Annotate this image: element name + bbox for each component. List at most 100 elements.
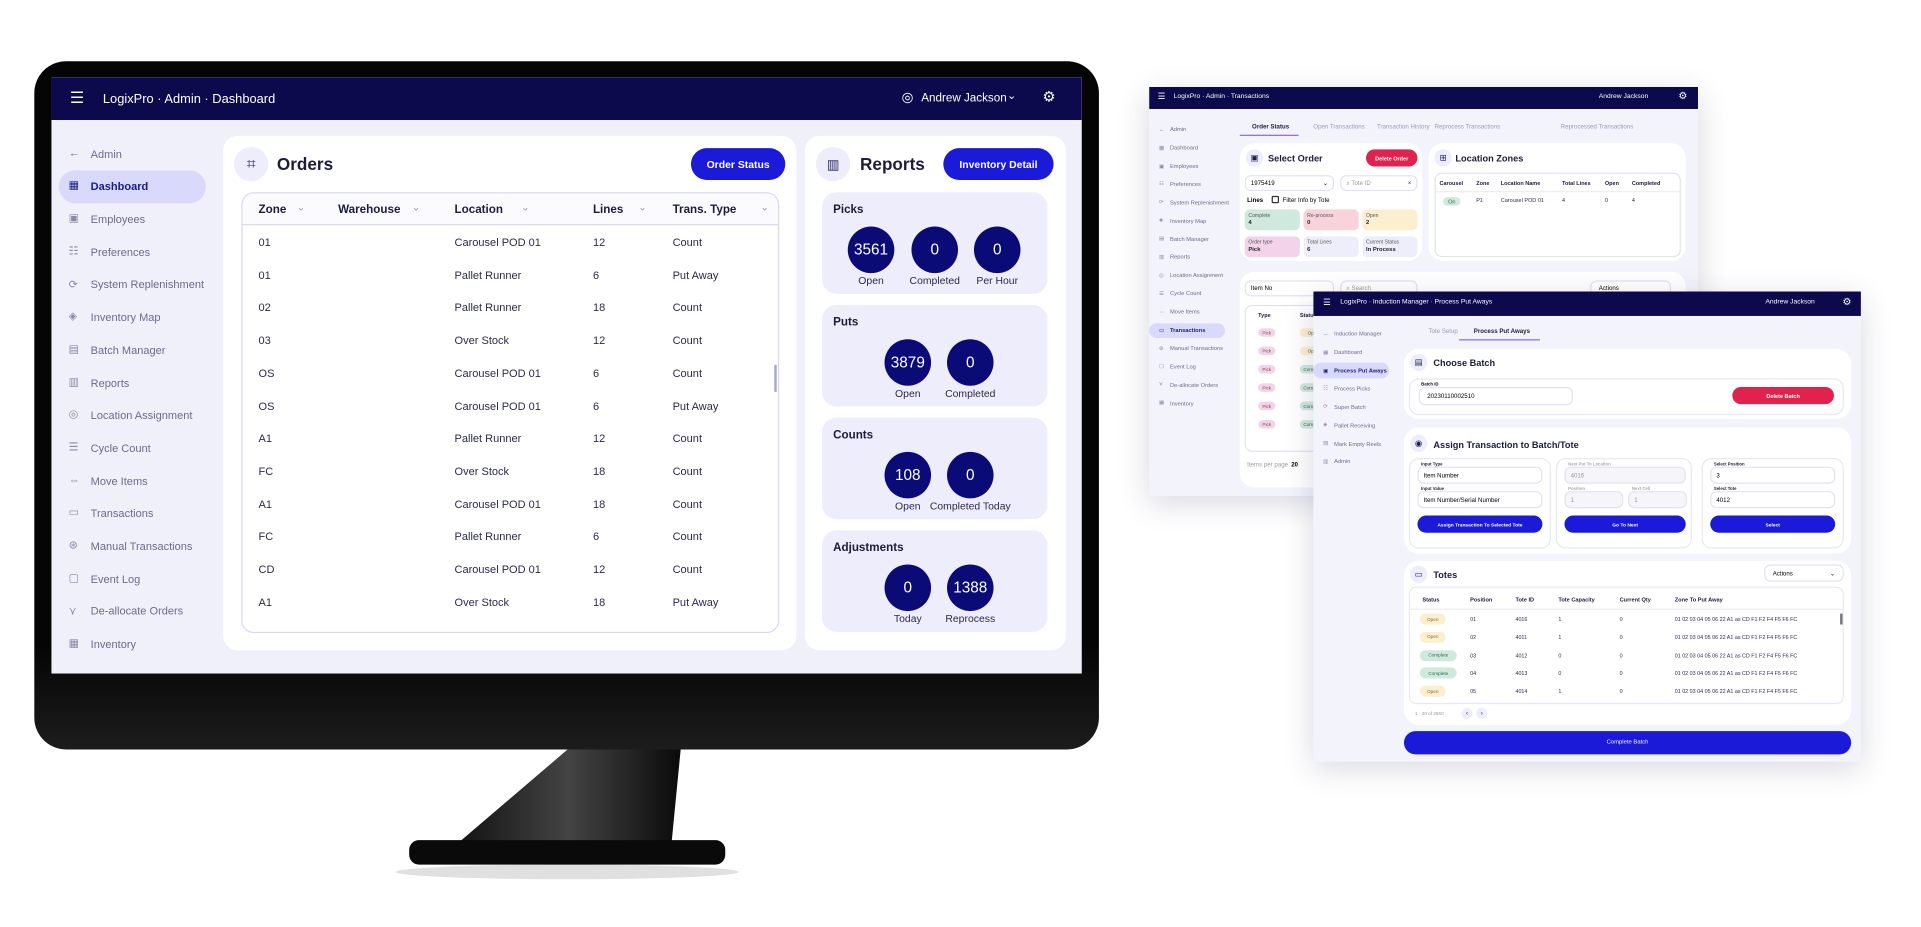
stat-circle[interactable]: 0 (911, 226, 959, 274)
table-row[interactable]: FC Over Stock 18 Count (243, 454, 770, 487)
table-row[interactable]: A1 Carousel POD 01 18 Count (243, 487, 770, 520)
sidebar-item-reports[interactable]: Reports (90, 376, 130, 389)
sidebar-item-employees[interactable]: Employees (1169, 162, 1199, 169)
scrollbar[interactable] (774, 364, 777, 392)
sidebar-item-super-batch[interactable]: Super Batch (1334, 403, 1366, 410)
batch-id-input[interactable]: 20230110002510 (1418, 386, 1574, 406)
column-header[interactable]: Location (454, 203, 504, 217)
table-row[interactable]: A1 Pallet Runner 12 Count (243, 421, 770, 454)
inventory-detail-button[interactable]: Inventory Detail (943, 148, 1054, 181)
sidebar-item-cycle-count[interactable]: Cycle Count (90, 441, 151, 455)
table-row[interactable]: A1 Over Stock 18 Put Away (243, 585, 770, 618)
sidebar-item-preferences[interactable]: Preferences (90, 245, 151, 259)
sidebar-item-event-log[interactable]: Event Log (90, 572, 141, 585)
table-row[interactable]: 03 Over Stock 12 Count (243, 323, 770, 356)
sidebar-item-event-log[interactable]: Event Log (1169, 363, 1196, 370)
sidebar-item-batch-manager[interactable]: Batch Manager (90, 343, 166, 357)
items-per-page-select[interactable]: 20 (1291, 461, 1299, 470)
sidebar-item-dashboard[interactable]: Dashboard (1169, 144, 1199, 151)
column-header[interactable]: Total Lines (1562, 180, 1591, 187)
sidebar-item-process-picks[interactable]: Process Picks (1334, 385, 1371, 392)
tote-id-input[interactable]: ⌕ Tote ID × (1340, 175, 1418, 192)
sidebar-item-mark-empty-reels[interactable]: Mark Empty Reels (1334, 440, 1382, 447)
table-row[interactable]: FC Pallet Runner 6 Count (243, 520, 770, 553)
column-header[interactable]: Status (1299, 312, 1317, 319)
order-select[interactable]: 1975419 ⌄ (1244, 175, 1335, 192)
user-name[interactable]: Andrew Jackson (1765, 298, 1815, 307)
sidebar-item-admin[interactable]: Admin (1334, 458, 1351, 465)
table-row[interactable]: 01 Pallet Runner 6 Put Away (243, 258, 770, 291)
tab-reprocessed-transactions[interactable]: Reprocessed Transactions (1560, 123, 1634, 132)
column-header[interactable]: Current Qty (1619, 596, 1651, 603)
stat-circle[interactable]: 0 (884, 564, 932, 612)
gear-icon[interactable]: ⚙ (1678, 90, 1688, 102)
sidebar-item-system-replenishment[interactable]: System Replenishment (1169, 199, 1230, 206)
table-row[interactable]: CD Carousel POD 01 12 Count (243, 552, 770, 585)
tab-process-put-aways[interactable]: Process Put Aways (1473, 328, 1530, 336)
tab-open-transactions[interactable]: Open Transactions (1313, 123, 1365, 132)
chevron-down-icon[interactable]: ⌄ (296, 202, 305, 214)
sidebar-item-process-put-aways[interactable]: Process Put Aways (1334, 367, 1387, 374)
tab-transaction-history[interactable]: Transaction History (1377, 123, 1430, 132)
prev-page-icon[interactable]: ‹ (1461, 707, 1473, 719)
select-button[interactable]: Select (1710, 515, 1836, 533)
column-header[interactable]: Zone (258, 203, 287, 217)
item-filter-select[interactable]: Item No (1244, 280, 1335, 297)
sidebar-item-location-assignment[interactable]: Location Assignment (90, 409, 193, 422)
stat-circle[interactable]: 0 (973, 226, 1021, 274)
tab-order-status[interactable]: Order Status (1252, 123, 1290, 132)
menu-icon[interactable]: ☰ (1157, 93, 1166, 102)
gear-icon[interactable]: ⚙ (1042, 88, 1056, 106)
chevron-down-icon[interactable]: ⌄ (760, 202, 769, 214)
sidebar-item-move-items[interactable]: Move Items (90, 474, 148, 487)
chevron-down-icon[interactable]: ⌄ (1007, 89, 1017, 102)
stat-circle[interactable]: 1388 (947, 564, 994, 612)
column-header[interactable]: Tote Capacity (1558, 596, 1595, 603)
column-header[interactable]: Trans. Type (672, 203, 737, 217)
table-row[interactable]: OS Carousel POD 01 6 Count (243, 356, 770, 389)
back-arrow-icon[interactable]: ← (68, 146, 80, 159)
gear-icon[interactable]: ⚙ (1842, 296, 1852, 308)
input-value-field[interactable]: Item Number/Serial Number (1417, 491, 1543, 509)
column-header[interactable]: Type (1258, 312, 1271, 319)
sidebar-item-de-allocate-orders[interactable]: De-allocate Orders (90, 605, 184, 618)
sidebar-item-transactions[interactable]: Transactions (1169, 327, 1206, 334)
column-header[interactable]: Zone To Put Away (1674, 596, 1723, 603)
sidebar-item-inventory[interactable]: Inventory (1169, 400, 1194, 407)
delete-order-button[interactable]: Delete Order (1365, 149, 1418, 167)
sidebar-item-location-assignment[interactable]: Location Assignment (1169, 272, 1223, 279)
table-row[interactable]: 01 Carousel POD 01 12 Count (243, 225, 770, 258)
sidebar-back-label[interactable]: Admin (90, 147, 122, 160)
sidebar-item-inventory[interactable]: Inventory (90, 638, 137, 651)
sidebar-item-employees[interactable]: Employees (90, 213, 146, 226)
sidebar-item-inventory-map[interactable]: Inventory Map (1169, 217, 1207, 224)
order-status-button[interactable]: Order Status (690, 148, 786, 181)
chevron-down-icon[interactable]: ⌄ (521, 202, 530, 214)
sidebar-item-dashboard[interactable]: Dashboard (1334, 349, 1363, 356)
complete-batch-button[interactable]: Complete Batch (1403, 731, 1852, 755)
column-header[interactable]: Status (1422, 596, 1440, 603)
table-row[interactable]: 02 Pallet Runner 18 Count (243, 291, 770, 324)
user-name[interactable]: Andrew Jackson (921, 91, 1007, 106)
sidebar-item-batch-manager[interactable]: Batch Manager (1169, 235, 1209, 242)
back-arrow-icon[interactable]: ← (1158, 125, 1165, 132)
tab-reprocess-transactions[interactable]: Reprocess Transactions (1434, 123, 1501, 132)
menu-icon[interactable]: ☰ (1323, 298, 1331, 308)
sidebar-item-move-items[interactable]: Move Items (1169, 308, 1200, 315)
sidebar-item-manual-transactions[interactable]: Manual Transactions (90, 540, 193, 553)
user-name[interactable]: Andrew Jackson (1598, 93, 1649, 101)
sidebar-item-pallet-receiving[interactable]: Pallet Receiving (1334, 422, 1376, 429)
menu-icon[interactable]: ☰ (69, 88, 85, 107)
sidebar-item-dashboard[interactable]: Dashboard (90, 180, 149, 193)
sidebar-item-system-replenishment[interactable]: System Replenishment (90, 278, 205, 291)
input-type-select[interactable]: Item Number (1417, 466, 1543, 484)
sidebar-item-de-allocate-orders[interactable]: De-allocate Orders (1169, 381, 1219, 388)
stat-circle[interactable]: 108 (884, 451, 932, 499)
column-header[interactable]: Location Name (1500, 180, 1541, 187)
next-page-icon[interactable]: › (1476, 707, 1488, 719)
sidebar-item-transactions[interactable]: Transactions (90, 507, 154, 520)
scrollbar[interactable] (1840, 613, 1842, 625)
column-header[interactable]: Carousel (1439, 180, 1464, 187)
column-header[interactable]: Open (1604, 180, 1619, 187)
sidebar-back-label[interactable]: Induction Manager (1334, 330, 1382, 337)
